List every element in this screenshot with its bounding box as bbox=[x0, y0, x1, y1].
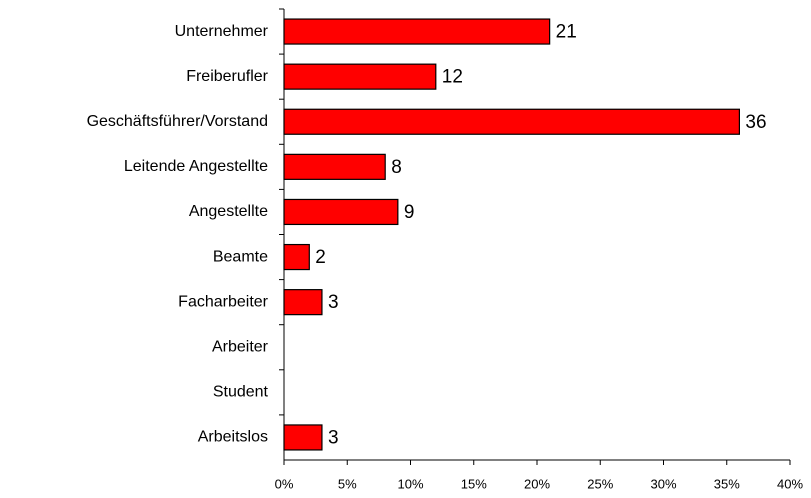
data-label: 12 bbox=[442, 67, 463, 88]
bar bbox=[283, 63, 437, 90]
data-label: 21 bbox=[556, 22, 577, 43]
x-tick-label: 15% bbox=[461, 476, 487, 491]
bar bbox=[283, 198, 399, 226]
data-label: 2 bbox=[315, 247, 326, 268]
bar bbox=[283, 108, 740, 135]
bar bbox=[283, 424, 323, 451]
data-label: 36 bbox=[745, 112, 766, 133]
bar bbox=[283, 18, 551, 45]
y-tick-label: Beamte bbox=[213, 248, 268, 265]
x-tick-label: 10% bbox=[397, 476, 423, 491]
y-tick-label: Arbeiter bbox=[212, 338, 269, 355]
x-tick-label: 5% bbox=[338, 476, 357, 491]
data-label: 9 bbox=[404, 202, 415, 223]
x-tick-label: 40% bbox=[777, 476, 803, 491]
x-tick-label: 0% bbox=[275, 476, 294, 491]
x-tick-label: 35% bbox=[714, 476, 740, 491]
x-tick-label: 30% bbox=[650, 476, 676, 491]
data-label: 3 bbox=[328, 292, 339, 313]
y-tick-label: Freiberufler bbox=[186, 68, 268, 85]
data-label: 3 bbox=[328, 427, 339, 448]
y-tick-label: Arbeitslos bbox=[198, 429, 268, 446]
y-tick-label: Student bbox=[213, 384, 269, 401]
y-tick-label: Unternehmer bbox=[175, 23, 269, 40]
x-tick-label: 20% bbox=[524, 476, 550, 491]
y-tick-label: Geschäftsführer/Vorstand bbox=[87, 113, 268, 130]
bar bbox=[283, 153, 386, 180]
y-tick-label: Angestellte bbox=[189, 203, 268, 220]
bar bbox=[283, 289, 323, 316]
bar bbox=[283, 243, 310, 271]
y-tick-label: Leitende Angestellte bbox=[124, 158, 268, 175]
data-label: 8 bbox=[391, 157, 402, 178]
x-tick-label: 25% bbox=[587, 476, 613, 491]
y-tick-label: Facharbeiter bbox=[178, 293, 268, 310]
